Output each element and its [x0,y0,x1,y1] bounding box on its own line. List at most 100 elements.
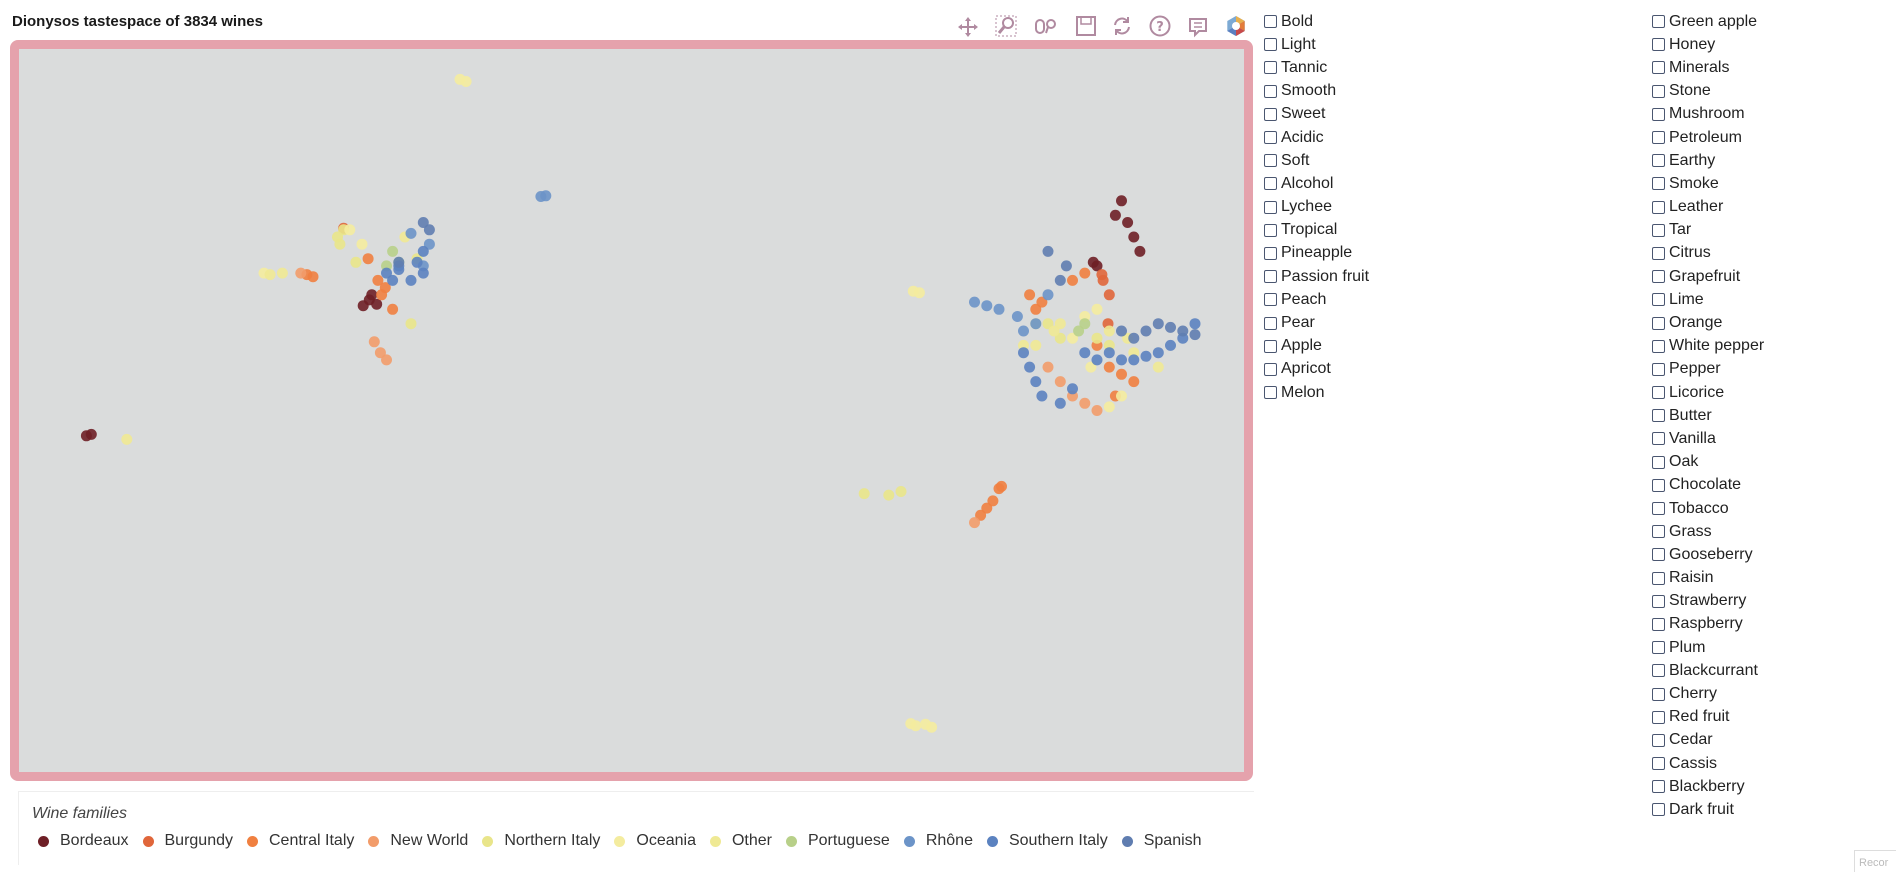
legend-item[interactable]: Other [709,832,772,850]
checkbox[interactable] [1264,386,1277,400]
data-point[interactable] [307,271,319,283]
data-point[interactable] [1054,332,1066,344]
legend-item[interactable]: New World [368,832,468,850]
data-point[interactable] [540,190,552,202]
data-point[interactable] [1189,329,1201,341]
checkbox[interactable] [1652,664,1665,678]
taste-filter-apple[interactable]: Apple [1264,335,1369,358]
data-point[interactable] [1116,354,1127,366]
taste-filter-minerals[interactable]: Minerals [1652,56,1764,79]
data-point[interactable] [1116,390,1127,402]
data-point[interactable] [85,428,97,440]
checkbox[interactable] [1652,525,1665,539]
data-point[interactable] [374,347,386,359]
data-point[interactable] [371,298,383,310]
checkbox[interactable] [1652,316,1665,330]
data-point[interactable] [883,489,895,501]
data-point[interactable] [1054,274,1066,286]
checkbox[interactable] [1264,362,1277,376]
data-point[interactable] [969,517,980,529]
data-point[interactable] [1165,321,1176,333]
data-point[interactable] [987,495,999,507]
legend-item[interactable]: Bordeaux [38,832,129,850]
checkbox[interactable] [1652,733,1665,747]
data-point[interactable] [1177,325,1189,337]
legend-item[interactable]: Northern Italy [482,832,600,850]
legend-item[interactable]: Portuguese [785,832,890,850]
taste-filter-earthy[interactable]: Earthy [1652,149,1764,172]
data-point[interactable] [1042,318,1054,330]
data-point[interactable] [1116,368,1127,380]
data-point[interactable] [910,720,922,732]
checkbox[interactable] [1652,386,1665,400]
data-point[interactable] [1024,361,1036,373]
data-point[interactable] [405,227,417,239]
scatter-plot-svg[interactable] [19,49,1244,772]
data-point[interactable] [379,282,391,294]
checkbox[interactable] [1652,548,1665,562]
checkbox[interactable] [1264,84,1277,98]
checkbox[interactable] [1652,107,1665,121]
checkbox[interactable] [1652,594,1665,608]
data-point[interactable] [387,274,399,286]
data-point[interactable] [996,480,1007,492]
checkbox[interactable] [1652,362,1665,376]
data-point[interactable] [1091,405,1103,416]
checkbox[interactable] [1652,641,1665,655]
taste-filter-stone[interactable]: Stone [1652,80,1764,103]
data-point[interactable] [381,267,392,279]
data-point[interactable] [1128,376,1140,388]
checkbox[interactable] [1652,571,1665,585]
data-point[interactable] [405,274,417,286]
checkbox[interactable] [1652,339,1665,353]
checkbox[interactable] [1652,177,1665,191]
taste-filter-tar[interactable]: Tar [1652,219,1764,242]
bokeh-logo-icon[interactable] [1222,12,1250,40]
data-point[interactable] [460,76,472,87]
checkbox[interactable] [1652,710,1665,724]
taste-filter-tannic[interactable]: Tannic [1264,56,1369,79]
data-point[interactable] [981,502,993,514]
taste-filter-grass[interactable]: Grass [1652,520,1764,543]
data-point[interactable] [1128,354,1140,366]
taste-filter-chocolate[interactable]: Chocolate [1652,474,1764,497]
checkbox[interactable] [1264,339,1277,353]
data-point[interactable] [1109,209,1121,221]
save-tool-icon[interactable] [1072,12,1100,40]
data-point[interactable] [381,354,392,366]
checkbox[interactable] [1652,432,1665,446]
data-point[interactable] [1140,325,1152,337]
data-point[interactable] [1079,318,1091,330]
checkbox[interactable] [1652,293,1665,307]
legend-item[interactable]: Rhône [903,832,973,850]
taste-filter-citrus[interactable]: Citrus [1652,242,1764,265]
reset-tool-icon[interactable] [1108,12,1136,40]
legend-item[interactable]: Oceania [614,832,696,850]
data-point[interactable] [969,296,980,308]
data-point[interactable] [1067,332,1078,344]
data-point[interactable] [1030,318,1042,330]
wheel-zoom-tool-icon[interactable] [1032,12,1060,40]
data-point[interactable] [1042,289,1054,301]
data-point[interactable] [423,238,435,250]
checkbox[interactable] [1264,107,1277,121]
data-point[interactable] [858,488,870,500]
data-point[interactable] [981,300,993,312]
checkbox[interactable] [1652,478,1665,492]
data-point[interactable] [1073,325,1085,337]
taste-filter-licorice[interactable]: Licorice [1652,381,1764,404]
taste-filter-grapefruit[interactable]: Grapefruit [1652,265,1764,288]
checkbox[interactable] [1264,177,1277,191]
data-point[interactable] [1103,325,1115,337]
taste-filter-dark-fruit[interactable]: Dark fruit [1652,798,1764,821]
checkbox[interactable] [1264,154,1277,168]
taste-filter-orange[interactable]: Orange [1652,311,1764,334]
data-point[interactable] [913,287,925,299]
data-point[interactable] [356,238,368,250]
data-point[interactable] [121,433,133,445]
taste-filter-acidic[interactable]: Acidic [1264,126,1369,149]
data-point[interactable] [1122,217,1134,228]
data-point[interactable] [417,217,429,228]
taste-filter-cassis[interactable]: Cassis [1652,752,1764,775]
data-point[interactable] [423,224,435,236]
